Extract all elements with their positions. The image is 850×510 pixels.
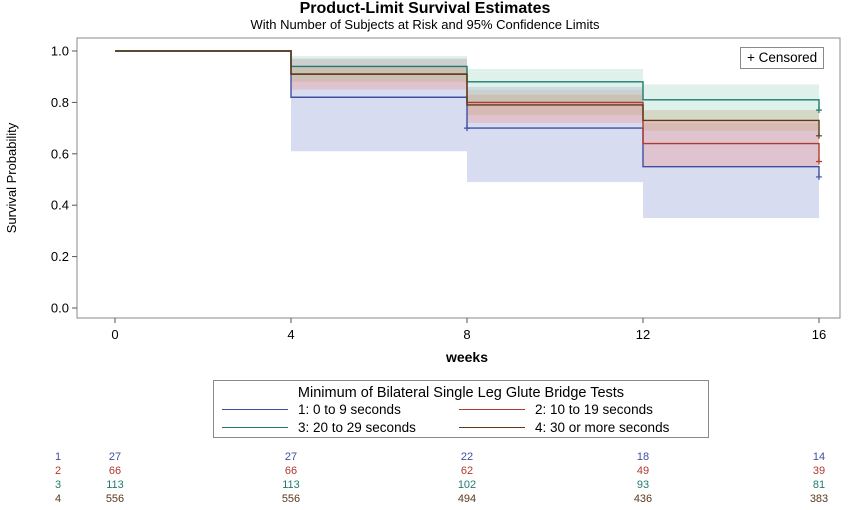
legend-label-3: 3: 20 to 29 seconds bbox=[298, 420, 416, 435]
legend-swatch-4 bbox=[459, 427, 525, 428]
legend-swatch-1 bbox=[222, 409, 288, 410]
censored-legend: + Censored bbox=[740, 47, 825, 69]
censored-mark-4 bbox=[816, 132, 822, 139]
risk-count: 22 bbox=[460, 451, 474, 463]
risk-count: 494 bbox=[457, 493, 477, 505]
risk-count: 66 bbox=[108, 465, 122, 477]
legend-label-1: 1: 0 to 9 seconds bbox=[298, 402, 401, 417]
censored-mark-1 bbox=[816, 173, 822, 180]
risk-count: 39 bbox=[812, 465, 826, 477]
x-tick-label: 4 bbox=[287, 327, 294, 342]
censored-mark-2 bbox=[816, 158, 822, 165]
risk-row-label: 4 bbox=[55, 493, 62, 505]
risk-count: 49 bbox=[636, 465, 650, 477]
censored-mark-3 bbox=[816, 107, 822, 114]
y-tick-label: 1.0 bbox=[51, 44, 69, 59]
risk-count: 18 bbox=[636, 451, 650, 463]
ci-band-1 bbox=[643, 122, 819, 219]
chart-title: Product-Limit Survival Estimates bbox=[299, 0, 551, 17]
legend-swatch-3 bbox=[222, 427, 288, 428]
risk-count: 27 bbox=[108, 451, 122, 463]
y-tick-label: 0.6 bbox=[51, 146, 69, 161]
legend-item-4: 4: 30 or more seconds bbox=[459, 420, 669, 435]
legend-item-2: 2: 10 to 19 seconds bbox=[459, 402, 653, 417]
risk-count: 383 bbox=[809, 493, 829, 505]
x-tick-label: 16 bbox=[812, 327, 826, 342]
ci-band-3 bbox=[467, 68, 643, 103]
survival-line-4 bbox=[115, 50, 820, 136]
risk-count: 27 bbox=[284, 451, 298, 463]
x-tick-label: 8 bbox=[463, 327, 470, 342]
legend-label-2: 2: 10 to 19 seconds bbox=[535, 402, 653, 417]
censored-mark-1 bbox=[464, 125, 470, 132]
legend-label-4: 4: 30 or more seconds bbox=[535, 420, 670, 435]
x-axis-label: weeks bbox=[445, 349, 488, 365]
risk-row-label: 3 bbox=[55, 479, 62, 491]
chart-subtitle: With Number of Subjects at Risk and 95% … bbox=[250, 17, 600, 32]
risk-count: 556 bbox=[281, 493, 301, 505]
ci-band-3 bbox=[643, 84, 819, 121]
risk-count: 81 bbox=[812, 479, 826, 491]
risk-count: 14 bbox=[812, 451, 826, 463]
y-axis-label: Survival Probability bbox=[4, 122, 19, 233]
legend-item-1: 1: 0 to 9 seconds bbox=[222, 402, 401, 417]
risk-count: 66 bbox=[284, 465, 298, 477]
y-tick-label: 0.8 bbox=[51, 95, 69, 110]
y-tick-label: 0.2 bbox=[51, 249, 69, 264]
risk-count: 93 bbox=[636, 479, 650, 491]
y-tick-label: 0.0 bbox=[51, 301, 69, 316]
risk-row-label: 1 bbox=[55, 451, 62, 463]
risk-count: 113 bbox=[282, 479, 300, 491]
legend-item-3: 3: 20 to 29 seconds bbox=[222, 420, 416, 435]
risk-count: 556 bbox=[105, 493, 125, 505]
risk-count: 113 bbox=[106, 479, 124, 491]
risk-row-label: 2 bbox=[55, 465, 62, 477]
y-tick-label: 0.4 bbox=[51, 198, 69, 213]
x-tick-label: 0 bbox=[111, 327, 118, 342]
legend-swatch-2 bbox=[459, 409, 525, 410]
x-tick-label: 12 bbox=[636, 327, 650, 342]
legend: Minimum of Bilateral Single Leg Glute Br… bbox=[213, 380, 709, 438]
risk-count: 102 bbox=[457, 479, 477, 491]
legend-title: Minimum of Bilateral Single Leg Glute Br… bbox=[297, 385, 625, 401]
risk-count: 62 bbox=[460, 465, 474, 477]
risk-count: 436 bbox=[633, 493, 653, 505]
ci-band-2 bbox=[467, 89, 643, 123]
